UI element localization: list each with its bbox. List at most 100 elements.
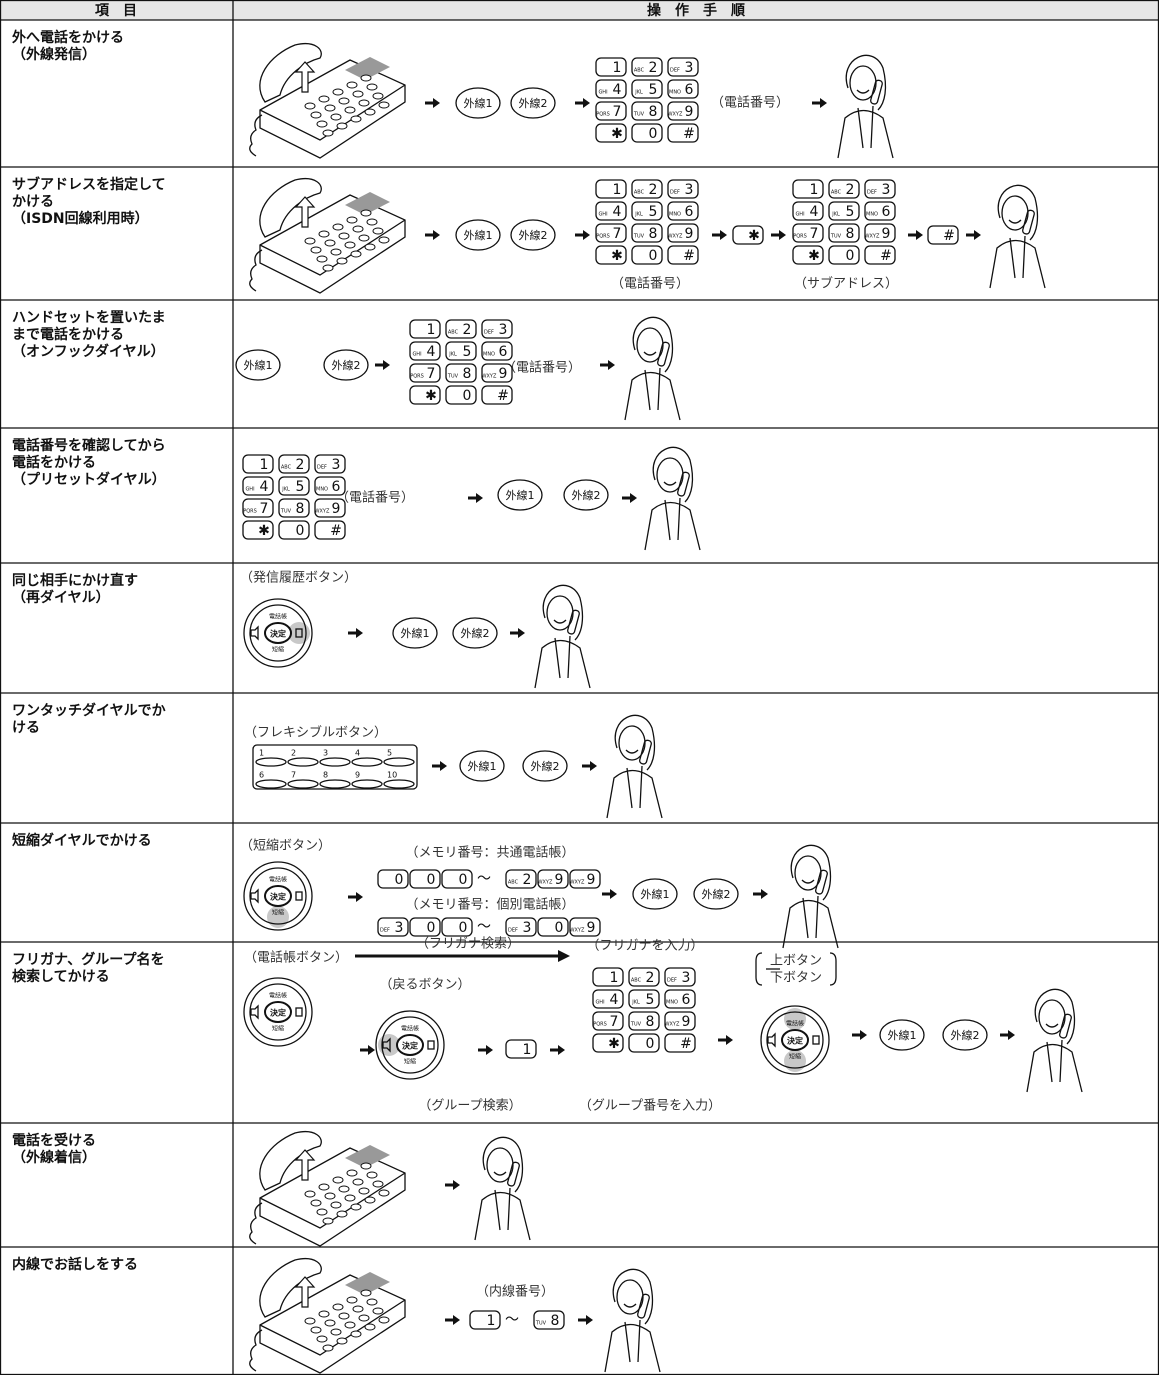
note: （短縮ボタン） xyxy=(240,838,331,854)
key-digit: 3 xyxy=(523,920,532,936)
phone-key xyxy=(338,232,350,240)
key-digit: 6 xyxy=(685,204,694,220)
dial-key xyxy=(481,363,513,383)
person-face xyxy=(1001,195,1029,231)
key-digit: 8 xyxy=(463,366,472,382)
key-letters: ABC xyxy=(831,190,842,196)
pad-left-icon xyxy=(250,888,259,904)
pad-bottom-label: 短縮 xyxy=(789,1053,801,1061)
key-letters: TUV xyxy=(830,234,842,240)
key-digit: 3 xyxy=(395,920,404,936)
phone-key xyxy=(372,1180,384,1188)
cord xyxy=(249,114,263,157)
person-face xyxy=(849,65,877,101)
key-digit: 5 xyxy=(649,204,658,220)
person-body xyxy=(606,765,663,819)
key-letters: DEF xyxy=(484,330,494,336)
phone-key xyxy=(358,234,370,242)
phone-key xyxy=(364,1323,376,1331)
phone-key xyxy=(350,1203,362,1211)
key-digit: ✱ xyxy=(258,523,270,539)
key-digit: 6 xyxy=(499,344,508,360)
flex-key xyxy=(351,757,383,767)
person-body xyxy=(837,105,894,159)
dial-key xyxy=(792,179,824,199)
key-letters: WXYZ xyxy=(668,112,683,118)
arrow-head xyxy=(608,360,615,370)
dial-key xyxy=(595,201,627,221)
flex-number: 2 xyxy=(291,749,296,758)
person-phone xyxy=(1022,209,1035,235)
phone-top xyxy=(259,1172,406,1229)
key-digit: 1 xyxy=(613,182,622,198)
phone-key xyxy=(378,236,390,244)
phone-key xyxy=(338,97,350,105)
item-text: 電話番号を確認してから xyxy=(12,437,166,454)
key-letters: DEF xyxy=(317,465,327,471)
dial-key xyxy=(242,520,274,540)
person-phone xyxy=(870,79,883,105)
person-phone xyxy=(677,471,690,497)
line-button xyxy=(522,750,568,782)
dial-key xyxy=(631,223,663,243)
item-text: 電話をかける xyxy=(12,454,96,471)
phone-key xyxy=(372,227,384,235)
person-body xyxy=(989,235,1046,289)
key-digit: 1 xyxy=(487,1313,496,1329)
arrow-head xyxy=(820,98,827,108)
key-digit: 1 xyxy=(613,60,622,76)
dial-key xyxy=(864,223,896,243)
tilde: ～ xyxy=(477,919,491,935)
key-letters: PQRS xyxy=(596,112,610,118)
dial-key xyxy=(481,341,513,361)
arrow-head xyxy=(433,98,440,108)
key-letters: DEF xyxy=(670,190,680,196)
dial-key xyxy=(667,123,699,143)
phone-key xyxy=(364,1196,376,1204)
dial-key xyxy=(667,101,699,121)
item-text: （ISDN回線利用時） xyxy=(12,210,149,227)
pad-top-label: 電話帳 xyxy=(786,1020,804,1028)
phone-key xyxy=(336,122,348,130)
pad-center xyxy=(264,1001,292,1023)
lift-arrow xyxy=(294,1149,316,1181)
phone-key xyxy=(324,104,336,112)
dial-key xyxy=(569,917,601,937)
phone-key xyxy=(336,1210,348,1218)
bracket-right xyxy=(829,952,837,986)
phone-key xyxy=(352,225,364,233)
line-button xyxy=(510,219,556,251)
lift-arrow xyxy=(294,61,316,93)
phone-key xyxy=(358,1314,370,1322)
phone-key xyxy=(304,237,316,245)
person-body xyxy=(1026,1039,1083,1093)
phone-display xyxy=(345,1145,390,1168)
key-digit: 1 xyxy=(523,1042,532,1058)
key-digit: 2 xyxy=(646,970,655,986)
line-button xyxy=(235,349,281,381)
key-digit: ✱ xyxy=(611,126,623,142)
arrow-head xyxy=(583,230,590,240)
dial-key xyxy=(278,454,310,474)
note: （戻るボタン） xyxy=(379,978,470,993)
line-button xyxy=(497,479,543,511)
handset xyxy=(259,1131,322,1191)
key-digit: 3 xyxy=(685,182,694,198)
phone-key xyxy=(346,81,358,89)
person-hair xyxy=(614,714,656,771)
person-body xyxy=(782,895,839,949)
line-button xyxy=(563,479,609,511)
key-letters: WXYZ xyxy=(570,880,585,886)
dial-key xyxy=(592,989,624,1009)
phone-key xyxy=(344,106,356,114)
person-hair xyxy=(790,844,832,901)
arrow-head xyxy=(860,1030,867,1040)
pad-bottom-label: 短縮 xyxy=(404,1058,416,1066)
key-digit: 9 xyxy=(499,366,508,382)
dial-key xyxy=(828,223,860,243)
key-letters: ABC xyxy=(508,880,519,886)
dial-key xyxy=(631,245,663,265)
person-smile xyxy=(493,1171,507,1176)
key-digit: 2 xyxy=(296,457,305,473)
